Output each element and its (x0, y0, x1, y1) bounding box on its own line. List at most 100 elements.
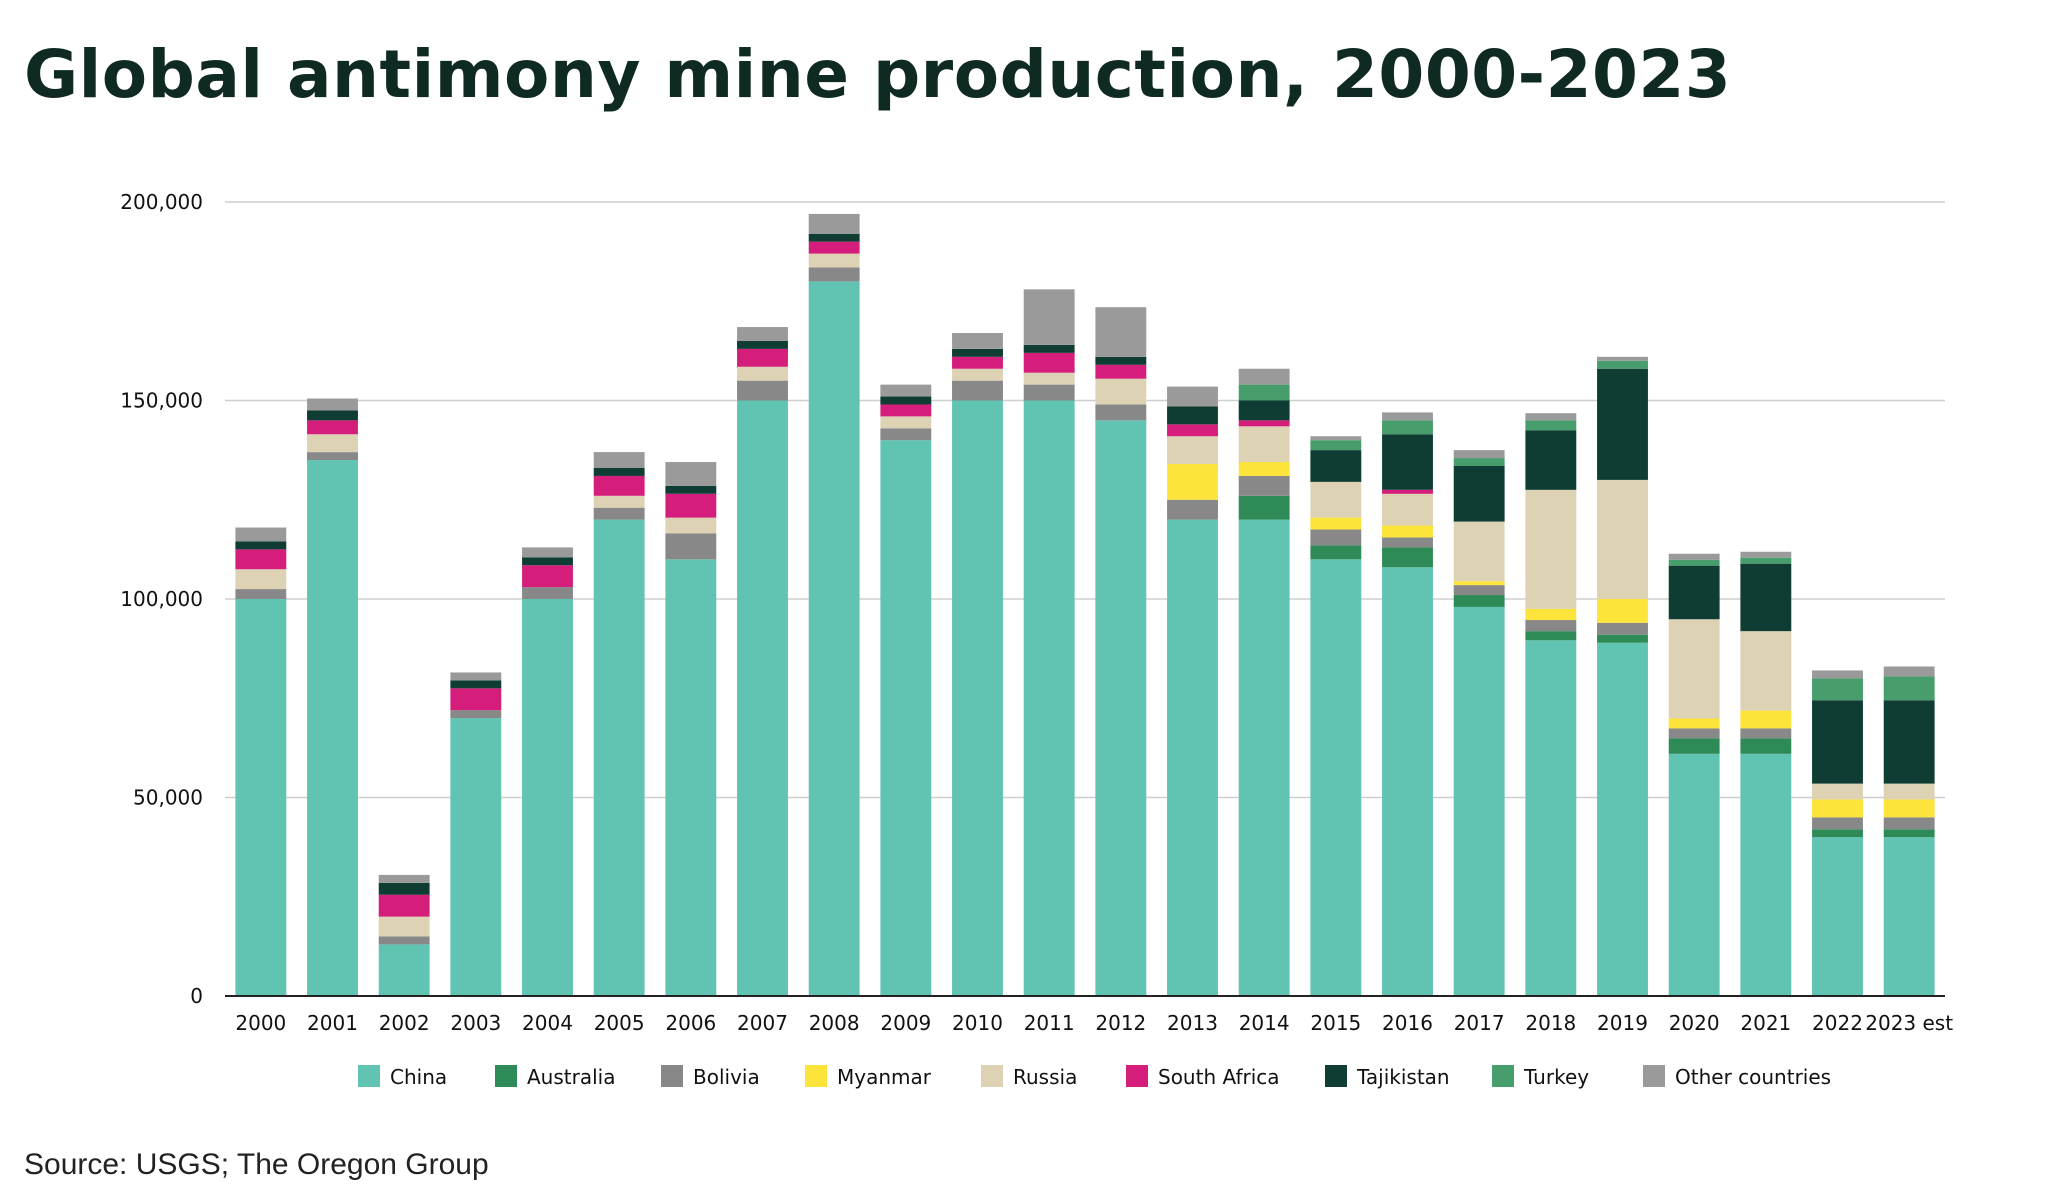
bar-segment-china (1597, 642, 1648, 996)
x-tick-label: 2007 (737, 1011, 788, 1035)
bar-segment-south-africa (1095, 364, 1147, 379)
bar-segment-china (880, 440, 932, 996)
bar-segment-other-countries (1525, 413, 1577, 421)
bar-segment-other-countries (307, 398, 358, 411)
bar-segment-australia (1310, 545, 1362, 560)
legend-label: Myanmar (837, 1065, 932, 1089)
x-tick-label: 2010 (952, 1011, 1003, 1035)
bar-segment-other-countries (1095, 307, 1147, 357)
y-tick-label: 50,000 (133, 786, 203, 810)
bar-segment-russia (1238, 426, 1290, 463)
bar-segment-other-countries (880, 384, 932, 397)
bar-segment-china (1382, 567, 1433, 996)
bar-segment-myanmar (1812, 799, 1863, 818)
bar-segment-bolivia (378, 936, 430, 945)
legend-swatch (981, 1065, 1003, 1087)
bar-segment-tajikistan (1812, 700, 1863, 784)
bar-segment-tajikistan (737, 340, 788, 349)
x-tick-label: 2015 (1310, 1011, 1361, 1035)
bar-segment-russia (235, 569, 287, 590)
bar-segment-tajikistan (1310, 450, 1362, 482)
x-tick-label: 2021 (1740, 1011, 1791, 1035)
bar-segment-turkey (1812, 678, 1863, 701)
bar-segment-other-countries (808, 213, 860, 234)
bar-segment-tajikistan (450, 680, 502, 689)
bar-segment-bolivia (1740, 728, 1792, 739)
bar-segment-turkey (1310, 440, 1362, 451)
bar-segment-turkey (1883, 676, 1935, 701)
bar-segment-myanmar (1668, 718, 1720, 729)
bar-segment-bolivia (737, 380, 788, 401)
bar-segment-turkey (1382, 420, 1433, 435)
bar-segment-bolivia (1453, 585, 1505, 596)
legend-label: Other countries (1675, 1065, 1831, 1089)
bar-segment-other-countries (1382, 412, 1433, 421)
x-tick-label: 2003 (450, 1011, 501, 1035)
bar-segment-bolivia (952, 380, 1003, 401)
bar-segment-tajikistan (1023, 344, 1075, 353)
bar-segment-other-countries (952, 333, 1003, 349)
bar-segment-russia (1382, 493, 1433, 526)
y-tick-label: 100,000 (120, 587, 203, 611)
bar-segment-other-countries (1310, 436, 1362, 441)
bar-segment-russia (665, 517, 717, 534)
bar-segment-russia (1597, 479, 1648, 599)
bar-segment-bolivia (593, 507, 645, 520)
bar-segment-russia (1310, 481, 1362, 518)
bar-segment-tajikistan (1668, 565, 1720, 620)
bar-segment-other-countries (665, 462, 717, 486)
bar-segment-other-countries (1453, 450, 1505, 459)
bar-segment-tajikistan (665, 485, 717, 494)
bar-segment-australia (1453, 595, 1505, 607)
bar-segment-other-countries (1883, 666, 1935, 677)
bar-segment-russia (737, 366, 788, 381)
bar-segment-china (307, 460, 358, 996)
bar-segment-south-africa (593, 475, 645, 496)
bar-segment-australia (1382, 547, 1433, 568)
bar-segment-russia (307, 434, 358, 453)
bar-segment-tajikistan (378, 882, 430, 895)
bar-segment-china (450, 718, 502, 996)
y-tick-label: 0 (190, 984, 203, 1008)
bars (235, 213, 1935, 997)
gridlines (225, 201, 1945, 799)
bar-segment-china (1238, 519, 1290, 996)
bar-segment-russia (952, 368, 1003, 381)
bar-segment-china (1167, 519, 1218, 996)
bar-segment-south-africa (952, 356, 1003, 369)
bar-segment-tajikistan (307, 410, 358, 421)
x-tick-label: 2023 est (1865, 1011, 1953, 1035)
legend-item: Russia (981, 1065, 1077, 1089)
legend-item: Turkey (1492, 1065, 1589, 1089)
bar-segment-south-africa (522, 565, 573, 588)
bar-segment-myanmar (1740, 710, 1792, 729)
x-tick-label: 2002 (379, 1011, 430, 1035)
bar-segment-other-countries (593, 452, 645, 468)
bar-segment-south-africa (307, 420, 358, 435)
bar-segment-china (522, 599, 573, 996)
bar-segment-myanmar (1525, 608, 1577, 621)
bar-segment-china (665, 559, 717, 996)
bar-segment-bolivia (450, 710, 502, 719)
bar-segment-china (1812, 837, 1863, 996)
bar-segment-south-africa (235, 549, 287, 570)
bar-segment-tajikistan (522, 557, 573, 566)
bar-segment-south-africa (737, 348, 788, 367)
bar-segment-bolivia (880, 428, 932, 441)
bar-segment-bolivia (235, 589, 287, 599)
bar-segment-russia (1740, 631, 1792, 711)
bar-segment-myanmar (1382, 525, 1433, 538)
x-tick-label: 2013 (1167, 1011, 1218, 1035)
x-tick-label: 2011 (1024, 1011, 1075, 1035)
bar-segment-bolivia (1167, 499, 1218, 520)
legend-swatch (1492, 1065, 1514, 1087)
bar-segment-australia (1812, 829, 1863, 838)
bar-segment-china (1310, 559, 1362, 996)
legend-label: South Africa (1158, 1065, 1280, 1089)
bar-segment-myanmar (1597, 599, 1648, 623)
bar-segment-bolivia (1382, 537, 1433, 548)
bar-segment-russia (593, 495, 645, 508)
x-tick-label: 2018 (1525, 1011, 1576, 1035)
bar-segment-russia (1023, 372, 1075, 385)
